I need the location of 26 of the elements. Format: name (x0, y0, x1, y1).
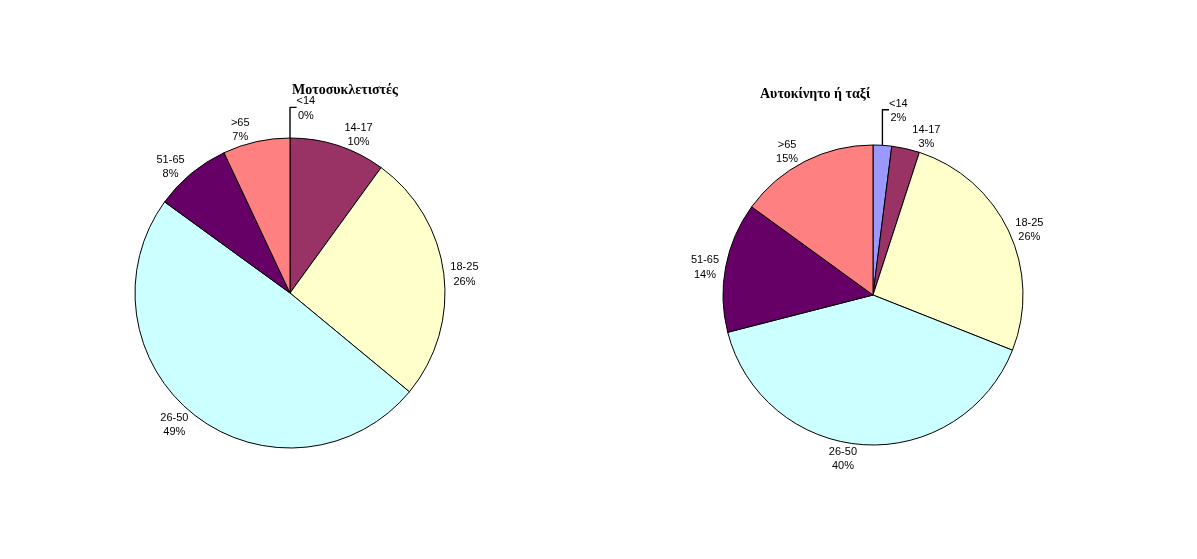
slice-label: 26-50 (160, 410, 189, 423)
data-label: 3% (918, 137, 935, 150)
data-label: 2% (890, 110, 907, 123)
slice-label: 18-25 (1015, 215, 1044, 228)
text: 0% (297, 108, 314, 121)
data-label: 49% (163, 424, 186, 437)
data-label: 26% (1018, 229, 1041, 242)
slice-label: 51-65 (690, 253, 720, 266)
slice-label: 14-17 (912, 122, 941, 135)
data-label: 15% (776, 152, 799, 165)
data-label: 40% (831, 458, 855, 471)
slice-label: 18-25 (450, 260, 479, 273)
slice-label: 14-17 (344, 120, 373, 133)
chart-title: Μοτοσυκλετιστές (292, 82, 400, 97)
data-label: 8% (162, 166, 179, 179)
slice-label: 26-50 (828, 444, 858, 457)
category-label: <14 (296, 94, 316, 107)
slice-label: >65 (230, 116, 250, 129)
data-label: 7% (232, 130, 249, 143)
data-label: 14% (694, 267, 717, 280)
slice-label: <14 (888, 96, 908, 109)
data-label: 26% (453, 274, 476, 287)
slice-label: >65 (777, 137, 797, 150)
data-label: 10% (347, 134, 370, 147)
chart-title: Αυτοκίνητο ή ταξί (760, 86, 872, 101)
slice-label: 51-65 (156, 152, 185, 165)
